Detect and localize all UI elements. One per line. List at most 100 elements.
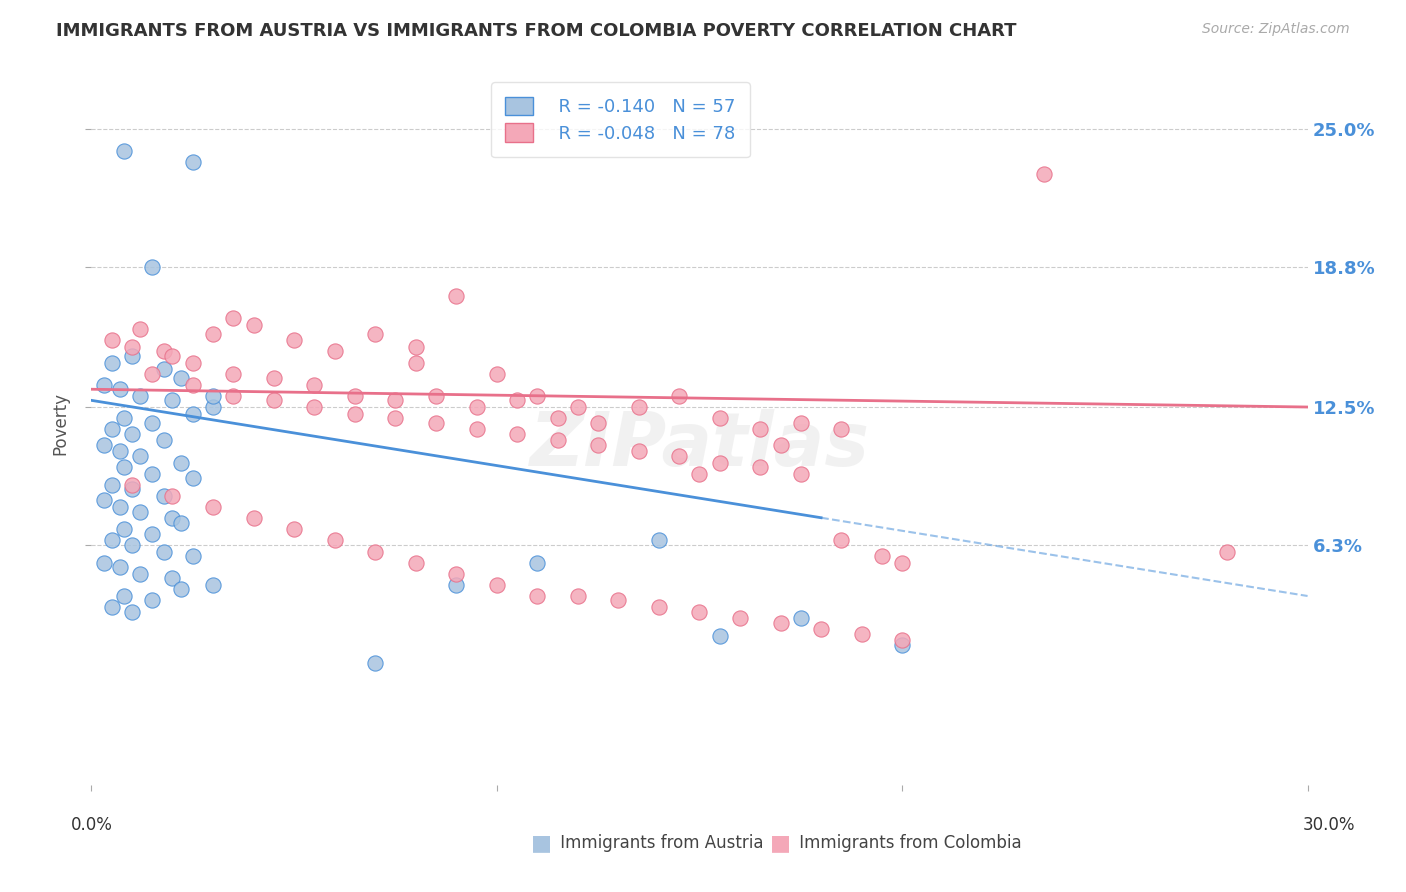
Point [93,377,115,392]
Point [100,334,122,348]
Point [100,600,122,615]
Point [162,393,184,408]
Point [851,627,873,641]
Point [181,549,204,563]
Point [169,516,191,530]
Text: 0.0%: 0.0% [70,816,112,834]
Point [607,593,630,607]
Point [263,393,285,408]
Text: IMMIGRANTS FROM AUSTRIA VS IMMIGRANTS FROM COLOMBIA POVERTY CORRELATION CHART: IMMIGRANTS FROM AUSTRIA VS IMMIGRANTS FR… [56,22,1017,40]
Point [181,407,204,421]
Point [162,571,184,585]
Point [202,326,225,341]
Point [100,533,122,548]
Point [709,456,731,470]
Point [444,578,467,592]
Point [567,400,589,414]
Point [153,434,176,448]
Point [627,400,650,414]
Point [830,533,852,548]
Point [108,382,131,396]
Point [1215,544,1237,558]
Point [162,349,184,363]
Point [100,478,122,492]
Point [425,416,447,430]
Point [870,549,893,563]
Point [790,416,813,430]
Point [648,600,671,615]
Point [769,438,792,452]
Point [121,426,143,441]
Point [648,533,671,548]
Point [222,311,245,326]
Point [364,326,387,341]
Point [112,522,135,536]
Point [526,589,548,603]
Point [153,544,176,558]
Point [202,400,225,414]
Point [688,605,710,619]
Point [181,471,204,485]
Point [526,389,548,403]
Point [485,367,508,381]
Point [343,407,366,421]
Point [129,389,152,403]
Point [891,638,914,652]
Point [242,318,264,332]
Point [108,444,131,458]
Point [153,489,176,503]
Text: Source: ZipAtlas.com: Source: ZipAtlas.com [1202,22,1350,37]
Point [141,260,163,274]
Point [586,416,609,430]
Text: ZIPatlas: ZIPatlas [530,409,869,482]
Point [790,611,813,625]
Point [506,393,529,408]
Point [129,504,152,518]
Point [749,460,772,475]
Point [283,334,305,348]
Point [891,633,914,648]
Point [304,377,326,392]
Point [169,582,191,597]
Text: ■: ■ [770,833,790,853]
Point [668,449,690,463]
Text: Immigrants from Austria: Immigrants from Austria [555,834,763,852]
Point [547,434,569,448]
Y-axis label: Poverty: Poverty [52,392,70,455]
Point [688,467,710,481]
Legend:   R = -0.140   N = 57,   R = -0.048   N = 78: R = -0.140 N = 57, R = -0.048 N = 78 [491,82,749,157]
Point [153,344,176,359]
Point [668,389,690,403]
Point [181,377,204,392]
Point [121,349,143,363]
Point [506,426,529,441]
Point [121,483,143,497]
Point [112,589,135,603]
Point [304,400,326,414]
Point [547,411,569,425]
Point [222,367,245,381]
Point [384,393,406,408]
Text: ■: ■ [531,833,551,853]
Point [830,422,852,436]
Point [202,389,225,403]
Point [891,556,914,570]
Point [129,449,152,463]
Point [93,493,115,508]
Point [627,444,650,458]
Point [567,589,589,603]
Point [112,411,135,425]
Point [162,511,184,525]
Point [112,145,135,159]
Point [129,566,152,581]
Point [465,422,488,436]
Point [129,322,152,336]
Point [93,556,115,570]
Point [93,438,115,452]
Point [425,389,447,403]
Point [364,656,387,670]
Point [323,533,346,548]
Point [586,438,609,452]
Point [181,155,204,169]
Point [263,371,285,385]
